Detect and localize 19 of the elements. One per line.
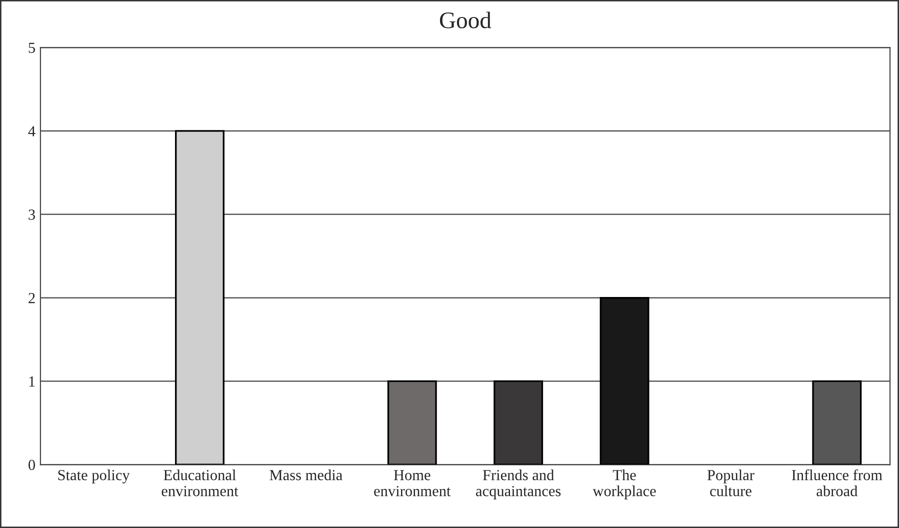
y-tick-label: 1	[29, 376, 35, 387]
x-tick-label: Popular culture	[707, 470, 754, 496]
bar	[175, 130, 224, 465]
x-tick-label: Home environment	[374, 470, 451, 496]
x-tick-label: Educational environment	[162, 470, 238, 496]
bar	[812, 380, 862, 465]
y-tick-label: 5	[28, 42, 35, 53]
y-tick-label: 2	[28, 292, 35, 304]
x-tick-label: State policy	[58, 470, 130, 484]
x-tick-label: The workplace	[592, 470, 656, 500]
x-tick-label: Mass media	[270, 470, 342, 480]
x-tick-label: Friends and acquaintances	[476, 470, 561, 500]
bar	[387, 380, 437, 465]
x-tick-label: Influence from abroad	[792, 469, 882, 496]
y-tick-label: 3	[28, 210, 35, 220]
chart-title: Good	[440, 12, 492, 28]
y-tick-label: 0	[28, 460, 36, 470]
y-tick-label: 4	[28, 126, 36, 136]
bar	[600, 296, 650, 465]
